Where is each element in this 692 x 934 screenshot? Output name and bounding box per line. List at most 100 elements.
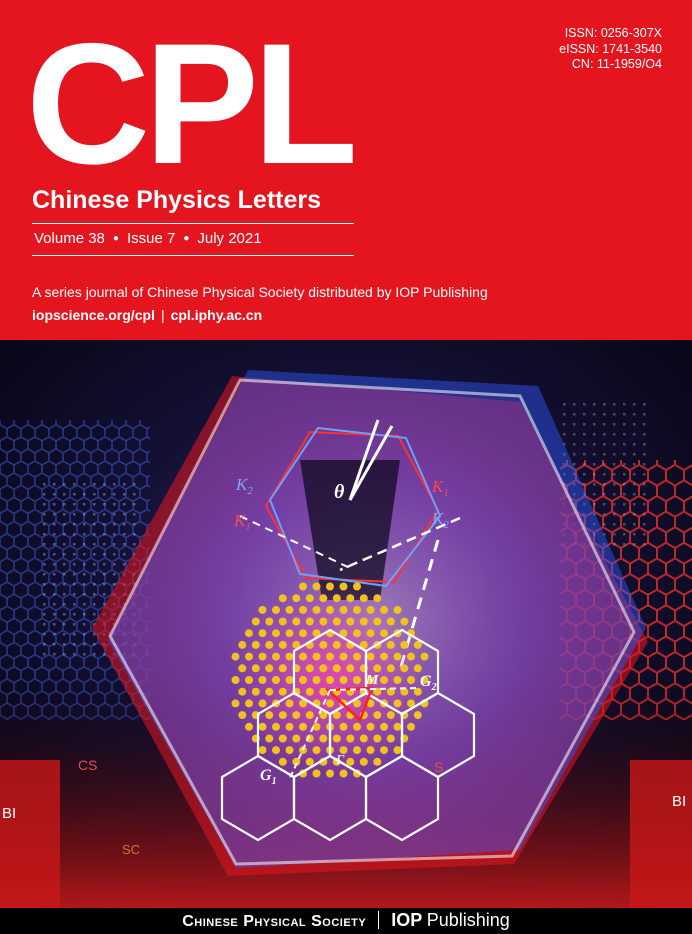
lattice-dot [380,722,388,731]
g1-arrow [289,689,331,779]
lattice-dot [299,605,307,614]
twisted-bilayer-illustration: θ K2 K1 K1 K2 G2 G1 M Γ CS S SC BI BI [0,340,692,908]
lattice-dot [339,652,348,661]
lattice-dot [332,640,341,649]
lattice-dot [278,757,287,766]
lattice-dot [278,734,287,743]
eissn: eISSN: 1741-3540 [559,41,662,56]
lattice-dot [366,699,375,708]
lattice-dot [285,746,294,755]
lattice-dot [251,617,260,626]
lattice-dot [278,664,287,673]
bullet-icon: ● [112,233,119,244]
lattice-dot [272,605,280,614]
lattice-dot [238,711,247,720]
lattice-dot [393,722,402,731]
lattice-dot [278,594,287,603]
lattice-dot [305,711,314,720]
lattice-dot [346,594,355,603]
lattice-dot [413,687,422,696]
k1-right-label: K1 [431,477,449,499]
lattice-dot [413,711,422,720]
lattice-dot [285,605,294,614]
lattice-dot [258,746,267,755]
divider-top [32,223,354,224]
lattice-dot [326,769,334,778]
lattice-dot [413,640,422,649]
gamma-point-label: Γ [335,753,345,768]
lattice-dot [312,582,321,591]
lattice-dot [373,711,382,720]
lattice-dot [400,617,409,626]
s-label: S [434,759,443,775]
lattice-dot [292,594,301,603]
identifiers: ISSN: 0256-307X eISSN: 1741-3540 CN: 11-… [559,26,662,73]
lattice-dot [366,722,375,731]
reciprocal-lattice [220,628,476,842]
divider-bottom [32,255,354,256]
lattice-dot [245,629,253,638]
lattice-dot [305,664,314,673]
lattice-dot [285,722,294,731]
bullet-icon: ● [183,233,190,244]
yellow-lattice [231,582,429,778]
sc-label: SC [122,842,140,857]
pillar-right [630,760,692,908]
lattice-dot [299,676,307,684]
iopscience-link[interactable]: iopscience.org/cpl [32,307,155,323]
lattice-dot [251,664,260,673]
issue-label: Issue 7 [126,230,176,247]
lattice-dot [285,676,294,684]
lattice-dot [258,605,267,614]
dashed-line-left [239,515,351,569]
lattice-dot [278,617,287,626]
lattice-dot [326,582,334,591]
cs-label: CS [78,757,97,773]
lattice-dot [319,617,328,626]
lattice-dot [332,664,341,673]
lattice-dot [353,582,361,591]
lattice-dot [332,734,341,743]
lattice-dot [353,652,361,661]
lattice-dot [258,652,267,661]
cover-footer: Chinese Physical Society IOP Publishing [0,908,692,934]
lattice-dot [407,699,415,708]
lattice-dot [258,699,267,708]
lattice-dot [373,757,382,766]
lattice-dot [312,746,321,755]
lattice-dot [258,722,267,731]
lattice-dot [326,652,334,661]
lattice-dot [305,617,314,626]
lattice-dot [272,746,280,755]
lattice-dot [272,652,280,661]
lattice-dot [407,652,415,661]
lattice-dot [272,722,280,731]
lattice-dot [285,629,294,638]
lattice-dot [339,629,348,638]
lattice-dot [319,711,328,720]
lattice-dot [292,734,301,743]
issn: ISSN: 0256-307X [564,26,662,40]
lattice-dot [346,757,355,766]
k2-left-label: K2 [235,475,253,497]
lattice-dot [251,640,260,649]
lattice-dot [353,676,361,684]
lattice-dot [420,652,429,661]
lattice-dot [319,734,328,743]
lattice-dot [359,757,368,766]
lattice-dot [238,664,247,673]
lattice-dot [413,664,422,673]
lattice-dot [332,711,341,720]
lattice-dot [265,664,274,673]
lattice-dot [305,594,314,603]
lattice-dot [393,746,402,755]
pillar-left [0,760,60,908]
link-separator: | [160,307,165,323]
lattice-dot [245,699,253,708]
date-label: July 2021 [197,230,262,247]
lattice-dot [393,605,402,614]
iphy-link[interactable]: cpl.iphy.ac.cn [170,307,263,323]
lattice-dot [339,769,348,778]
lattice-dot [265,640,274,649]
bi-left-label: BI [2,805,16,822]
